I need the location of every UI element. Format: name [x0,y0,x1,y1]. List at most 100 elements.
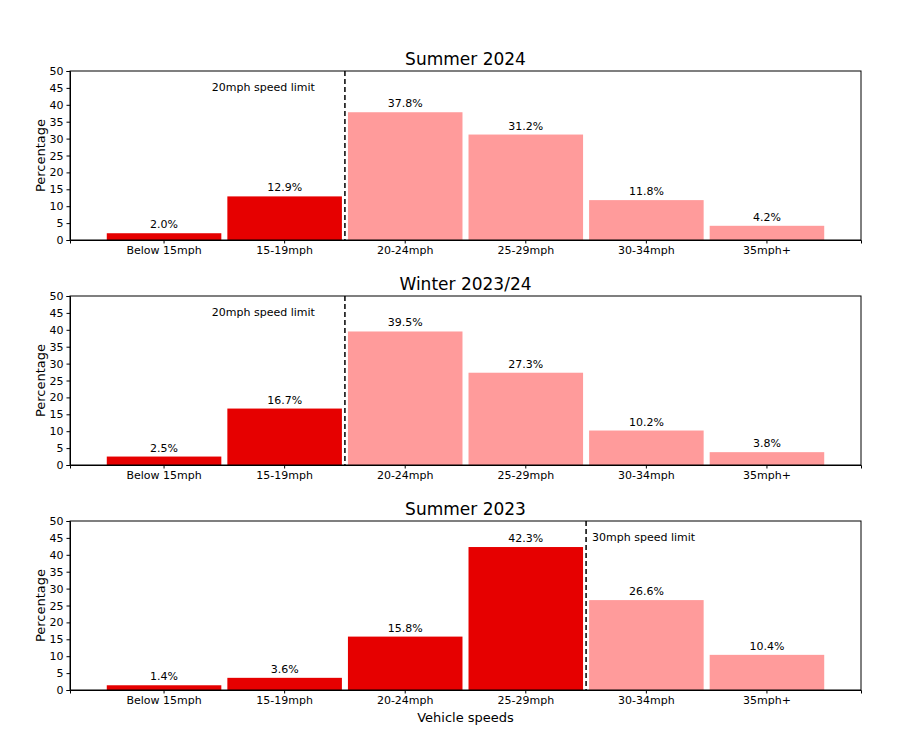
x-tick: 25-29mph [497,465,554,482]
bar [348,112,463,240]
y-tick: 10 [50,425,71,438]
y-tick: 30 [50,133,71,146]
y-tick: 0 [57,234,71,247]
bar [710,452,825,465]
y-tick-label: 10 [50,200,64,213]
x-tick: 15-19mph [256,690,313,707]
x-tick: 20-24mph [377,465,434,482]
bar [469,135,584,240]
y-tick: 20 [50,166,71,179]
plot-frame [70,296,861,465]
x-tick: 30-34mph [618,240,675,257]
y-tick-label: 50 [50,65,64,78]
y-tick-mark [67,656,71,657]
x-tick: Below 15mph [126,690,201,707]
y-tick-mark [67,347,71,348]
panel: 05101520253035404550Below 15mph15-19mph2… [33,274,862,482]
y-tick-label: 20 [50,616,64,629]
x-tick-mark [646,465,647,469]
y-tick-mark [67,364,71,365]
chart-title: Winter 2023/24 [399,274,531,294]
limit-label: 30mph speed limit [592,531,696,544]
data-label: 10.4% [749,640,784,653]
bar [589,431,704,465]
y-axis: 05101520253035404550 [50,515,71,697]
y-tick-label: 5 [57,217,64,230]
y-tick: 15 [50,183,71,196]
y-tick-mark [67,206,71,207]
y-tick: 25 [50,600,71,613]
x-tick: 35mph+ [743,465,791,482]
y-tick-mark [67,139,71,140]
y-tick-label: 25 [50,600,64,613]
y-tick-label: 35 [50,566,64,579]
x-tick-mark [646,690,647,694]
y-tick-mark [67,572,71,573]
x-tick: 20-24mph [377,240,434,257]
y-tick: 5 [57,217,71,230]
y-tick-label: 10 [50,650,64,663]
y-tick-mark [67,555,71,556]
y-tick-label: 35 [50,341,64,354]
y-tick: 30 [50,358,71,371]
y-tick: 15 [50,633,71,646]
x-tick-mark [164,690,165,694]
y-tick-label: 35 [50,116,64,129]
x-tick-mark [646,240,647,244]
y-tick-label: 50 [50,515,64,528]
y-tick-label: 0 [57,234,64,247]
y-tick-label: 25 [50,375,64,388]
y-tick-mark [67,105,71,106]
y-tick-label: 15 [50,183,64,196]
y-tick: 30 [50,583,71,596]
data-label: 3.8% [753,437,781,450]
x-tick: 35mph+ [743,240,791,257]
y-tick: 20 [50,391,71,404]
y-tick-mark [67,690,71,691]
x-axis-line [71,691,862,694]
y-tick-mark [67,156,71,157]
data-label: 2.5% [150,442,178,455]
y-tick: 0 [57,459,71,472]
y-tick-mark [67,189,71,190]
y-tick: 45 [50,307,71,320]
y-tick: 45 [50,532,71,545]
y-tick: 50 [50,515,71,528]
data-label: 12.9% [267,181,302,194]
y-tick: 25 [50,375,71,388]
y-tick: 5 [57,667,71,680]
data-label: 1.4% [150,670,178,683]
y-tick: 40 [50,324,71,337]
data-label: 2.0% [150,218,178,231]
x-tick-mark [284,465,285,469]
y-tick-label: 20 [50,391,64,404]
y-tick-label: 30 [50,133,64,146]
x-tick-label: Below 15mph [126,244,201,257]
y-tick: 5 [57,442,71,455]
y-axis-line [67,72,71,241]
x-axis-title: Vehicle speeds [417,710,514,725]
y-axis: 05101520253035404550 [50,290,71,472]
y-tick-label: 25 [50,150,64,163]
y-tick-label: 15 [50,633,64,646]
x-axis: Below 15mph15-19mph20-24mph25-29mph30-34… [71,465,862,482]
bar [107,233,222,240]
data-label: 10.2% [629,416,664,429]
x-tick: 30-34mph [618,465,675,482]
y-tick-mark [67,606,71,607]
y-tick-mark [67,296,71,297]
y-tick: 15 [50,408,71,421]
x-tick-label: 25-29mph [497,469,554,482]
x-tick-mark [766,240,767,244]
x-tick-mark [766,690,767,694]
limit-label: 20mph speed limit [212,306,316,319]
x-tick-label: 35mph+ [743,244,791,257]
y-tick: 45 [50,82,71,95]
y-tick: 40 [50,549,71,562]
x-tick-label: 15-19mph [256,244,313,257]
data-label: 39.5% [388,316,423,329]
y-tick: 10 [50,650,71,663]
x-tick-label: 20-24mph [377,469,434,482]
x-tick: 25-29mph [497,690,554,707]
y-tick: 35 [50,341,71,354]
